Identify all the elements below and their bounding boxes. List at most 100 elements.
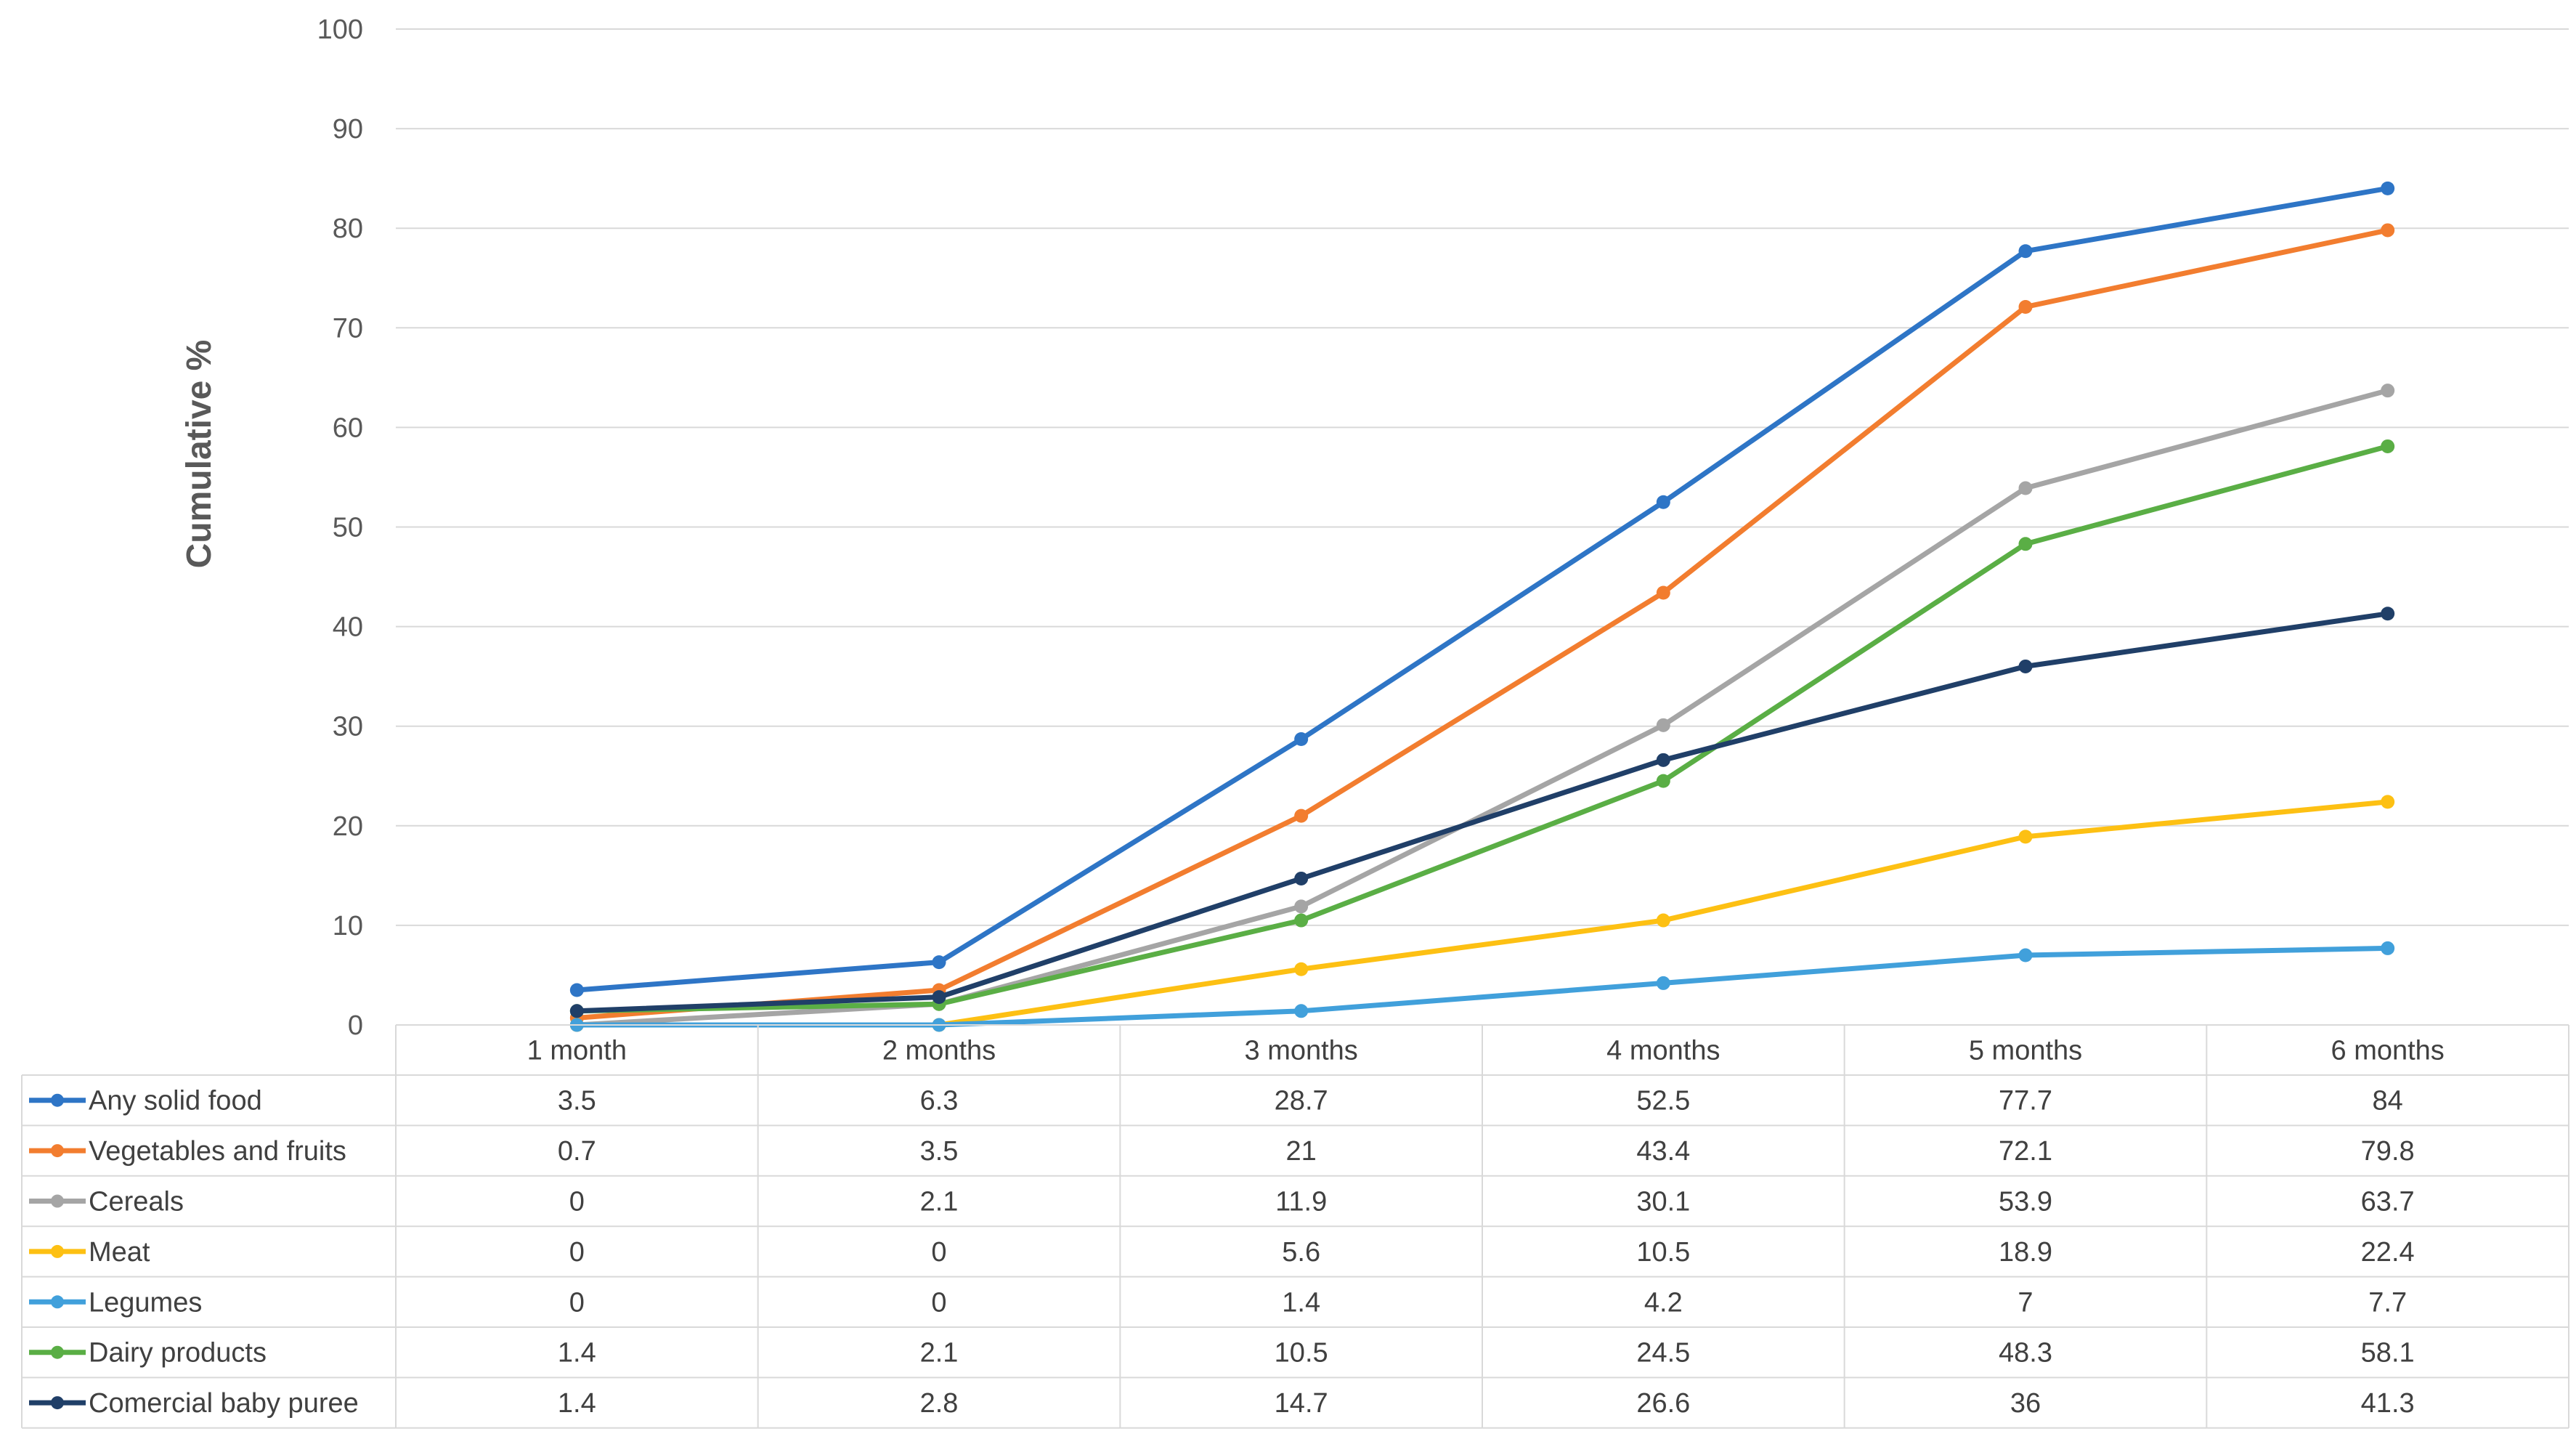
data-point-s2-3: [1294, 808, 1309, 823]
table-cell-s4-2: 0: [931, 1237, 946, 1268]
table-cell-s3-1: 0: [569, 1187, 585, 1217]
series-line-6: [574, 443, 2391, 1014]
table-cell-s7-6: 41.3: [2361, 1388, 2415, 1419]
legend-marker-2: [51, 1144, 64, 1158]
table-cell-s3-4: 30.1: [1636, 1187, 1690, 1217]
y-tick-label: 50: [333, 513, 363, 543]
table-cell-s2-6: 79.8: [2361, 1136, 2415, 1167]
table-cell-s5-2: 0: [931, 1287, 946, 1318]
data-point-s4-6: [2381, 795, 2395, 809]
data-point-s6-3: [1294, 913, 1309, 928]
series-line-4: [574, 799, 2391, 1028]
legend-marker-3: [51, 1194, 64, 1208]
legend-label-6: Dairy products: [89, 1338, 267, 1369]
table-cell-s2-5: 72.1: [1999, 1136, 2052, 1167]
table-cell-s5-1: 0: [569, 1287, 585, 1318]
data-point-s4-5: [2018, 830, 2033, 844]
table-cell-s5-4: 4.2: [1644, 1287, 1683, 1318]
data-point-s3-4: [1656, 718, 1670, 732]
table-cell-s6-1: 1.4: [558, 1338, 596, 1369]
data-point-s2-4: [1656, 585, 1670, 600]
table-cell-s4-1: 0: [569, 1237, 585, 1268]
table-cell-s2-4: 43.4: [1636, 1136, 1690, 1167]
table-cell-s1-1: 3.5: [558, 1086, 596, 1116]
table-cell-s6-4: 24.5: [1636, 1338, 1690, 1369]
table-cell-s1-2: 6.3: [920, 1086, 959, 1116]
data-point-s7-2: [932, 990, 946, 1005]
x-tick-label: 1 month: [527, 1036, 627, 1066]
series-line-1: [574, 185, 2391, 993]
y-axis-label: Cumulative %: [180, 340, 219, 569]
data-point-s5-6: [2381, 941, 2395, 955]
data-point-s7-6: [2381, 607, 2395, 621]
data-point-s5-5: [2018, 948, 2033, 962]
table-cell-s5-5: 7: [2018, 1287, 2033, 1318]
table-cell-s6-3: 10.5: [1275, 1338, 1328, 1369]
table-cell-s7-1: 1.4: [558, 1388, 596, 1419]
legend-label-3: Cereals: [89, 1187, 184, 1217]
legend-marker-4: [51, 1244, 64, 1258]
y-tick-label: 100: [317, 15, 363, 45]
y-tick-label: 20: [333, 811, 363, 842]
table-cell-s7-5: 36: [2010, 1388, 2041, 1419]
data-point-s6-4: [1656, 774, 1670, 788]
data-point-s5-4: [1656, 976, 1670, 990]
legend-marker-6: [51, 1345, 64, 1359]
table-cell-s5-3: 1.4: [1282, 1287, 1320, 1318]
data-point-s7-5: [2018, 659, 2033, 673]
data-point-s7-4: [1656, 753, 1670, 767]
table-cell-s5-6: 7.7: [2368, 1287, 2407, 1318]
table-cell-s6-2: 2.1: [920, 1338, 959, 1369]
y-tick-label: 40: [333, 612, 363, 643]
data-point-s6-6: [2381, 439, 2395, 453]
x-tick-label: 2 months: [882, 1036, 996, 1066]
legend-marker-7: [51, 1396, 64, 1410]
legend-label-5: Legumes: [89, 1287, 202, 1318]
table-cell-s3-3: 11.9: [1275, 1187, 1327, 1217]
table-cell-s1-5: 77.7: [1999, 1086, 2052, 1116]
data-point-s1-1: [569, 983, 584, 997]
table-cell-s3-5: 53.9: [1999, 1187, 2052, 1217]
legend-label-4: Meat: [89, 1237, 150, 1268]
x-tick-label: 6 months: [2331, 1036, 2445, 1066]
table-cell-s2-1: 0.7: [558, 1136, 596, 1167]
table-cell-s2-2: 3.5: [920, 1136, 959, 1167]
legend-label-7: Comercial baby puree: [89, 1388, 359, 1419]
table-cell-s1-3: 28.7: [1275, 1086, 1328, 1116]
legend-label-2: Vegetables and fruits: [89, 1136, 346, 1167]
data-point-s1-3: [1294, 732, 1309, 747]
table-cell-s7-3: 14.7: [1275, 1388, 1328, 1419]
data-point-s1-4: [1656, 495, 1670, 509]
table-cell-s3-2: 2.1: [920, 1187, 959, 1217]
data-point-s1-2: [932, 955, 946, 970]
data-point-s7-3: [1294, 871, 1309, 885]
y-tick-label: 80: [333, 214, 363, 244]
legend-label-1: Any solid food: [89, 1086, 262, 1116]
x-tick-label: 4 months: [1606, 1036, 1720, 1066]
series-line-7: [574, 611, 2391, 1014]
data-point-s4-4: [1656, 913, 1670, 928]
table-cell-s4-4: 10.5: [1636, 1237, 1690, 1268]
legend-marker-1: [51, 1093, 64, 1107]
data-point-s3-6: [2381, 384, 2395, 398]
data-point-s7-1: [569, 1004, 584, 1018]
table-cell-s7-2: 2.8: [920, 1388, 959, 1419]
y-tick-label: 30: [333, 712, 363, 742]
data-point-s3-5: [2018, 481, 2033, 495]
y-tick-label: 90: [333, 114, 363, 145]
data-point-s4-3: [1294, 962, 1309, 976]
y-tick-label: 60: [333, 413, 363, 443]
y-tick-label: 0: [348, 1010, 363, 1041]
data-point-s2-6: [2381, 223, 2395, 238]
table-cell-s4-3: 5.6: [1282, 1237, 1320, 1268]
table-cell-s2-3: 21: [1286, 1136, 1317, 1167]
table-cell-s1-4: 52.5: [1636, 1086, 1690, 1116]
data-point-s1-6: [2381, 181, 2395, 195]
data-point-s1-5: [2018, 244, 2033, 259]
table-cell-s1-6: 84: [2373, 1086, 2403, 1116]
series-line-3: [574, 388, 2391, 1028]
table-cell-s3-6: 63.7: [2361, 1187, 2415, 1217]
x-tick-label: 5 months: [1969, 1036, 2082, 1066]
